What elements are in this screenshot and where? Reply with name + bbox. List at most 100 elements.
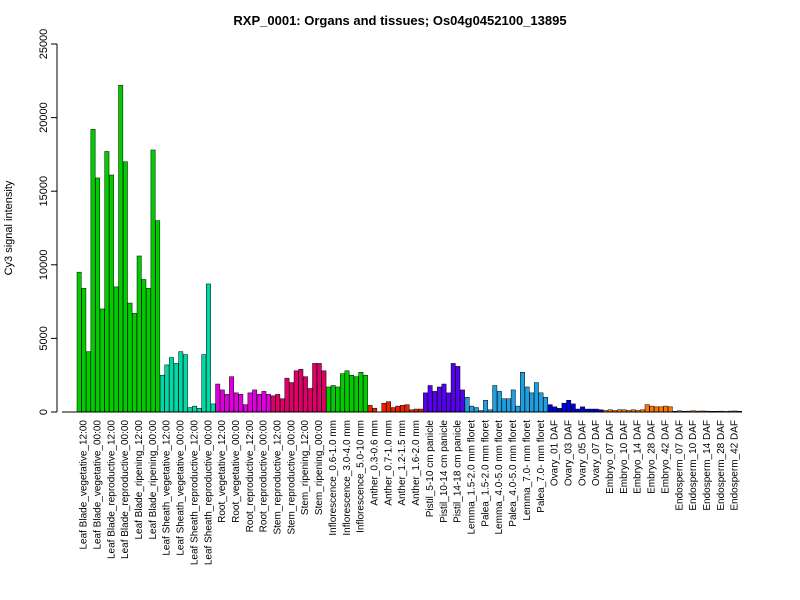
x-tick-label: Endosperm_42 DAF bbox=[730, 420, 741, 511]
x-axis-labels: Leaf Blade_vegetative_12:00 Leaf Blade_ve… bbox=[79, 420, 741, 566]
x-tick-label: Embryo_07 DAF bbox=[605, 420, 616, 494]
bar bbox=[256, 394, 262, 413]
bar bbox=[289, 382, 294, 413]
bar bbox=[561, 402, 567, 413]
bar bbox=[501, 398, 507, 413]
bar bbox=[146, 288, 151, 413]
bar bbox=[381, 402, 387, 413]
x-tick-label: Pistil_14-18 cm panicle bbox=[453, 420, 464, 523]
bar bbox=[261, 391, 267, 413]
x-tick-label: Leaf Blade_reproductive_00:00 bbox=[120, 420, 131, 559]
bar bbox=[104, 151, 110, 413]
bar bbox=[307, 388, 313, 413]
bar bbox=[243, 404, 248, 413]
bar bbox=[441, 383, 447, 413]
bar bbox=[219, 389, 225, 413]
bar bbox=[423, 392, 428, 413]
x-tick-label: Stem_ripening_12:00 bbox=[300, 420, 311, 516]
bar bbox=[201, 354, 207, 413]
x-tick-label: Palea_4.0-5.0 mm floret bbox=[508, 420, 519, 527]
bar bbox=[81, 288, 87, 413]
x-tick-label: Leaf Sheath_reproductive_12:00 bbox=[189, 420, 200, 566]
bar bbox=[113, 286, 119, 413]
bar bbox=[330, 385, 336, 413]
bar bbox=[90, 129, 96, 413]
bar bbox=[455, 366, 461, 413]
y-tick-label: 25000 bbox=[38, 29, 50, 60]
bar bbox=[658, 406, 664, 413]
bar bbox=[298, 369, 304, 413]
bar bbox=[510, 389, 516, 413]
bar bbox=[580, 406, 585, 413]
bar bbox=[95, 177, 101, 413]
bar bbox=[169, 357, 174, 413]
bar bbox=[196, 408, 202, 413]
bar bbox=[372, 408, 378, 413]
x-tick-label: Anther_1.2-1.5 mm bbox=[397, 420, 408, 506]
x-tick-label: Ovary_01 DAF bbox=[550, 420, 561, 486]
bar bbox=[427, 385, 433, 413]
bar bbox=[524, 386, 530, 413]
x-tick-label: Embryo_10 DAF bbox=[619, 420, 630, 494]
bar bbox=[335, 386, 341, 413]
x-tick-label: Embryo_42 DAF bbox=[660, 420, 671, 494]
chart-title: RXP_0001: Organs and tissues; Os04g04521… bbox=[233, 13, 566, 28]
bar bbox=[400, 405, 405, 413]
x-tick-label: Leaf Blade_vegetative_00:00 bbox=[92, 420, 103, 550]
x-tick-label: Ovary_03 DAF bbox=[563, 420, 574, 486]
bar bbox=[178, 351, 184, 413]
bar bbox=[210, 403, 216, 413]
bar bbox=[136, 255, 142, 413]
bar bbox=[367, 405, 373, 413]
bar bbox=[446, 392, 452, 413]
bar bbox=[515, 405, 521, 413]
bar bbox=[252, 389, 258, 413]
bar bbox=[339, 373, 345, 413]
y-axis-label: Cy3 signal intensity bbox=[3, 180, 15, 275]
bar bbox=[349, 374, 355, 413]
x-tick-label: Root_reproductive_00:00 bbox=[259, 420, 270, 533]
x-tick-label: Pistil_5-10 cm panicle bbox=[425, 420, 436, 518]
bar bbox=[215, 383, 221, 413]
bar bbox=[667, 406, 673, 413]
bar bbox=[109, 174, 114, 413]
bar bbox=[363, 374, 368, 413]
bar bbox=[99, 308, 105, 413]
x-tick-label: Lemma_7.0- mm floret bbox=[522, 420, 533, 521]
bar bbox=[224, 394, 230, 413]
bar bbox=[358, 372, 364, 413]
bar bbox=[238, 394, 244, 413]
bar bbox=[552, 406, 558, 413]
bar bbox=[460, 389, 465, 413]
x-tick-label: Leaf Blade_reproductive_12:00 bbox=[106, 420, 117, 559]
bar bbox=[566, 399, 572, 413]
y-tick-label: 5000 bbox=[38, 326, 50, 350]
x-tick-label: Anther_1.6-2.0 mm bbox=[411, 420, 422, 506]
bar bbox=[506, 398, 512, 413]
bar bbox=[543, 397, 548, 413]
bar bbox=[654, 406, 659, 413]
bar bbox=[520, 372, 525, 413]
bar bbox=[303, 376, 308, 413]
bar bbox=[182, 354, 188, 413]
y-tick-label: 20000 bbox=[38, 102, 50, 133]
bar bbox=[644, 404, 650, 413]
x-tick-label: Leaf Blade_ripening_12:00 bbox=[134, 420, 145, 540]
bar bbox=[326, 386, 331, 413]
bar bbox=[469, 405, 475, 413]
bar bbox=[192, 405, 198, 413]
bar bbox=[150, 149, 156, 413]
bar bbox=[557, 408, 562, 413]
x-tick-label: Lemma_1.5-2.0 mm floret bbox=[466, 420, 477, 535]
bar bbox=[164, 364, 170, 413]
bar bbox=[187, 407, 193, 413]
bar bbox=[649, 405, 655, 413]
x-tick-label: Root_vegetative_00:00 bbox=[231, 420, 242, 523]
bar bbox=[118, 84, 124, 413]
bar bbox=[492, 385, 498, 413]
bar bbox=[436, 386, 442, 413]
bar bbox=[312, 363, 318, 413]
x-tick-label: Inflorescence_0.6-1.0 mm bbox=[328, 420, 339, 536]
bar bbox=[159, 374, 165, 413]
x-tick-label: Leaf Blade_vegetative_12:00 bbox=[79, 420, 90, 550]
